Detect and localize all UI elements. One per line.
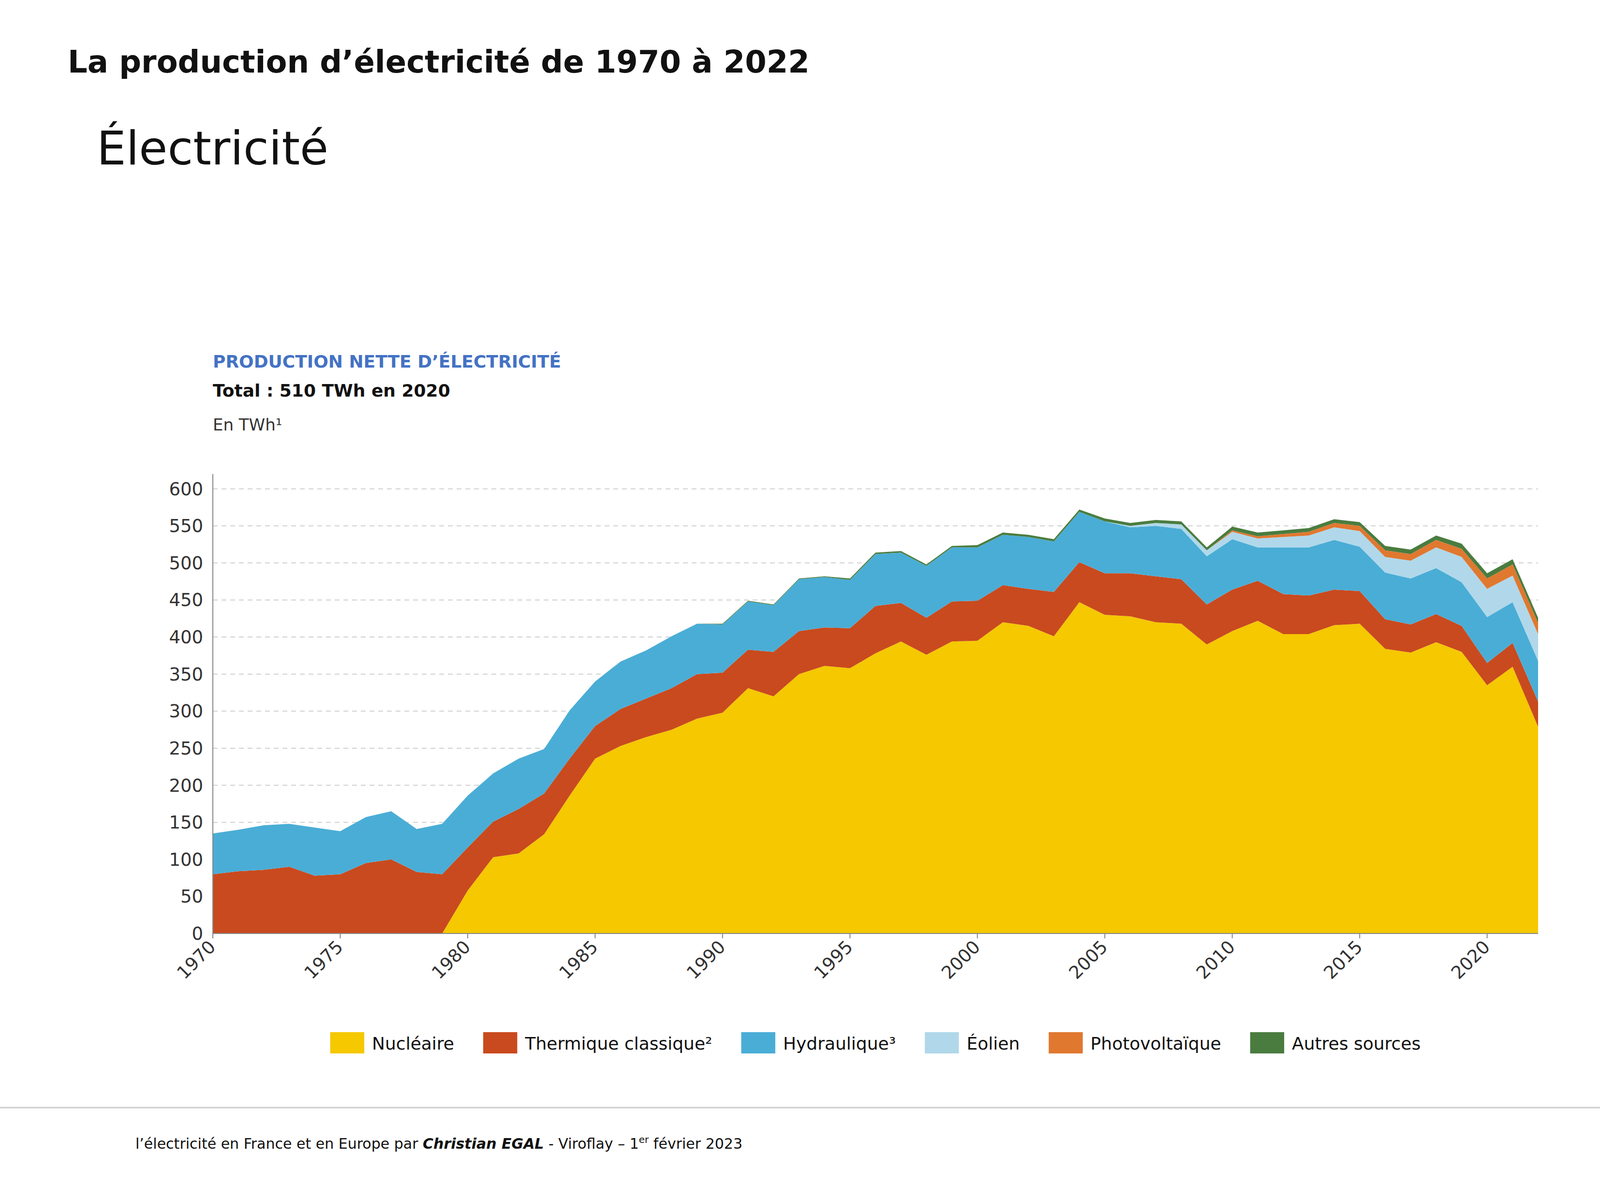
y-tick-label: 600 [168, 478, 204, 500]
legend-swatch [1048, 1032, 1083, 1054]
y-tick-label: 350 [168, 664, 204, 685]
x-tick [1231, 933, 1233, 939]
y-tick-label: 50 [180, 886, 204, 907]
legend-label: Nucléaire [371, 1033, 455, 1054]
x-tick-label: 1985 [555, 936, 603, 984]
footer-part: l’électricité en France et en Europe par [135, 1135, 423, 1153]
x-tick-label: 1995 [810, 936, 858, 984]
y-tick-label: 450 [168, 589, 204, 611]
y-tick-label: 150 [168, 812, 204, 833]
x-tick [977, 933, 978, 939]
y-tick-label: 300 [168, 700, 204, 722]
x-tick-label: 2020 [1447, 936, 1495, 984]
x-tick-label: 2010 [1192, 936, 1240, 984]
y-axis [212, 474, 214, 934]
title: La production d’électricité de 1970 à 20… [67, 44, 810, 80]
x-tick [1486, 933, 1488, 939]
footer-part: er [638, 1133, 650, 1146]
legend-swatch [741, 1032, 776, 1054]
footer-part: février 2023 [648, 1135, 743, 1153]
footer-part: - Viroflay – 1 [543, 1135, 639, 1153]
x-tick [849, 933, 851, 939]
x-tick [1104, 933, 1106, 939]
subtitle: Électricité [96, 120, 329, 176]
grid [212, 488, 1539, 934]
x-tick [212, 933, 214, 939]
x-tick [1359, 933, 1361, 939]
annotation: Total : 510 TWh en 2020 [212, 380, 451, 401]
y-tick-label: 100 [168, 849, 204, 871]
legend-label: Éolien [966, 1033, 1020, 1054]
y-tick-label: 250 [168, 738, 204, 759]
x-tick [594, 933, 596, 939]
x-tick-label: 2005 [1065, 936, 1112, 984]
legend-label: Thermique classique² [524, 1033, 712, 1054]
area [212, 511, 1539, 834]
y-axis-label: En TWh¹ [212, 414, 282, 435]
area [212, 511, 1539, 834]
area [212, 562, 1539, 934]
x-tick-label: 1990 [682, 936, 730, 984]
areas [212, 509, 1539, 934]
y-tick-label: 500 [168, 552, 204, 574]
x-axis [212, 933, 1539, 934]
x-tick-label: 1980 [427, 936, 475, 984]
legend-swatch [924, 1032, 959, 1054]
legend: Nucléaire Thermique classique² Hydraulique… [330, 1032, 1422, 1054]
x-tick [339, 933, 341, 939]
y-tick-label: 400 [168, 626, 204, 648]
legend-label: Hydraulique³ [783, 1033, 896, 1054]
chart: La production d’électricité de 1970 à 20… [0, 0, 1600, 1200]
x-tick-label: 1970 [172, 936, 220, 984]
x-tick-label: 2015 [1319, 936, 1367, 984]
legend-swatch [1250, 1032, 1285, 1054]
area [212, 509, 1539, 834]
y-tick-label: 550 [168, 515, 204, 537]
legend-label: Photovoltaïque [1090, 1033, 1222, 1054]
y-tick-label: 200 [168, 775, 204, 797]
legend-swatch [330, 1032, 365, 1054]
x-tick [467, 933, 469, 939]
annotation: PRODUCTION NETTE D’ÉLECTRICITÉ [212, 351, 562, 372]
grid-line [212, 488, 1539, 490]
footer-part: Christian EGAL [422, 1135, 544, 1153]
grid-line [212, 933, 1539, 934]
x-tick-label: 1975 [300, 936, 348, 984]
separator [0, 1107, 1600, 1109]
area [212, 511, 1539, 876]
footer: l’électricité en France et en Europe par… [135, 1133, 743, 1153]
x-tick-label: 2000 [937, 936, 985, 984]
legend-swatch [483, 1032, 518, 1054]
x-tick [722, 933, 724, 939]
legend-label: Autres sources [1291, 1033, 1421, 1054]
